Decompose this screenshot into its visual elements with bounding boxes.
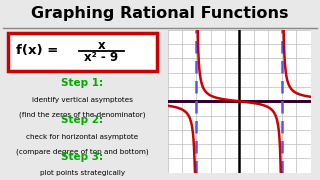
Text: (compare degree of top and bottom): (compare degree of top and bottom): [16, 148, 149, 155]
Text: x² - 9: x² - 9: [84, 51, 118, 64]
Text: Graphing Rational Functions: Graphing Rational Functions: [31, 6, 289, 21]
Text: identify vertical asymptotes: identify vertical asymptotes: [32, 97, 133, 103]
Text: plot points strategically: plot points strategically: [40, 170, 125, 176]
Text: Step 3:: Step 3:: [61, 152, 103, 162]
Text: check for horizontal asymptote: check for horizontal asymptote: [26, 134, 139, 140]
FancyBboxPatch shape: [8, 33, 157, 71]
Text: (find the zeros of the denominator): (find the zeros of the denominator): [19, 112, 146, 118]
Text: Step 1:: Step 1:: [61, 78, 103, 88]
Text: x: x: [98, 39, 105, 52]
Text: Step 2:: Step 2:: [61, 115, 103, 125]
Text: f(x) =: f(x) =: [16, 44, 63, 57]
